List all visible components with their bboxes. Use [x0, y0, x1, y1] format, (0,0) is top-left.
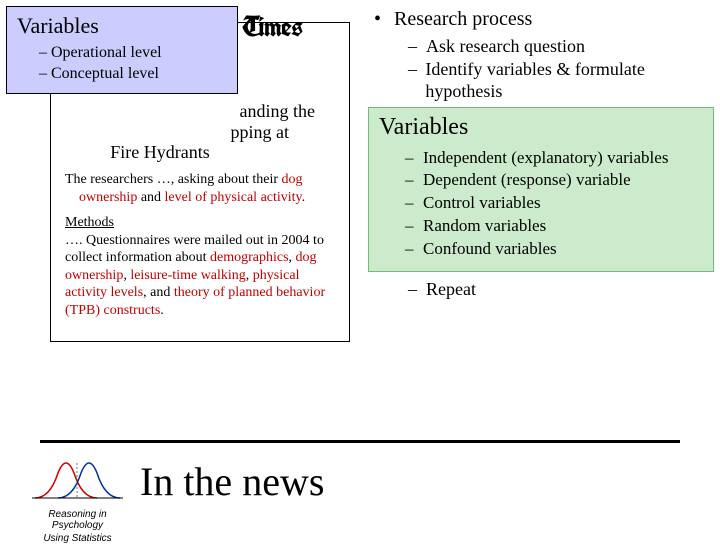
news-para-a: The researchers …, asking about their do…	[65, 171, 335, 206]
text: ,	[289, 250, 296, 265]
headline-line-3: Fire Hydrants	[65, 142, 335, 163]
variables-box-item: – Conceptual level	[39, 64, 227, 85]
footer-logo-line2: Using Statistics	[30, 533, 125, 544]
bullet-marker: •	[374, 8, 394, 31]
dash-marker: –	[408, 58, 425, 81]
dash-label: Ask research question	[426, 35, 585, 58]
variables-box-item: – Operational level	[39, 43, 227, 64]
left-column: Times anding the pping at Fire Hydrants …	[0, 0, 370, 380]
divider	[40, 440, 680, 443]
main-area: Times anding the pping at Fire Hydrants …	[0, 0, 720, 380]
dash-marker: –	[405, 215, 423, 238]
dash-marker: –	[405, 238, 423, 261]
text: ,	[246, 268, 253, 283]
text: , and	[143, 285, 174, 300]
text: and	[137, 190, 164, 205]
footer-logo: Reasoning in Psychology Using Statistics	[30, 458, 125, 544]
label: Conceptual level	[51, 65, 159, 82]
dash-item: –Random variables	[405, 215, 703, 238]
footer-logo-line1: Reasoning in Psychology	[30, 509, 125, 531]
text: .	[160, 303, 164, 318]
dash-marker: –	[408, 278, 426, 301]
dash-label: Independent (explanatory) variables	[423, 147, 668, 170]
highlight: leisure-time walking	[130, 268, 245, 283]
variables-green-box: Variables –Independent (explanatory) var…	[368, 107, 714, 273]
news-para-b: Methods …. Questionnaires were mailed ou…	[65, 214, 335, 319]
dash-label: Repeat	[426, 278, 476, 301]
highlight: demographics	[210, 250, 289, 265]
bullet-label: Research process	[394, 8, 532, 31]
highlight: level of physical activity	[165, 190, 302, 205]
text: .	[302, 190, 306, 205]
dash-label: Control variables	[423, 192, 541, 215]
dash-item: – Identify variables & formulate hypothe…	[408, 58, 716, 103]
dash-item: –Independent (explanatory) variables	[405, 147, 703, 170]
news-headline: anding the pping at Fire Hydrants	[65, 101, 335, 163]
dash-label: Identify variables & formulate hypothesi…	[425, 58, 716, 103]
dash-item: – Repeat	[408, 278, 716, 301]
dash-marker: –	[405, 192, 423, 215]
dash-item: –Confound variables	[405, 238, 703, 261]
dash-marker: –	[405, 169, 423, 192]
dash-item: – Ask research question	[408, 35, 716, 58]
dash-item: –Control variables	[405, 192, 703, 215]
slide-title: In the news	[140, 458, 324, 505]
distribution-icon	[30, 458, 125, 502]
dash-marker: –	[408, 35, 426, 58]
newspaper-logo: Times	[242, 8, 302, 45]
variables-overlay-box: Variables – Operational level – Conceptu…	[6, 6, 238, 94]
news-body: The researchers …, asking about their do…	[65, 171, 335, 319]
dash-label: Confound variables	[423, 238, 557, 261]
variables-box-title: Variables	[17, 13, 227, 39]
footer: Reasoning in Psychology Using Statistics…	[0, 400, 720, 540]
text: The researchers …, asking about their	[65, 172, 282, 187]
bullet-research-process: • Research process	[374, 8, 716, 31]
headline-frag-2: pping at	[65, 122, 335, 143]
headline-frag-1: anding the	[65, 101, 335, 122]
dash-item: –Dependent (response) variable	[405, 169, 703, 192]
methods-label: Methods	[65, 215, 114, 230]
label: Operational level	[51, 44, 162, 61]
dash-label: Dependent (response) variable	[423, 169, 631, 192]
right-column: • Research process – Ask research questi…	[370, 0, 720, 380]
green-box-title: Variables	[379, 114, 703, 141]
dash-marker: –	[405, 147, 423, 170]
dash-label: Random variables	[423, 215, 546, 238]
